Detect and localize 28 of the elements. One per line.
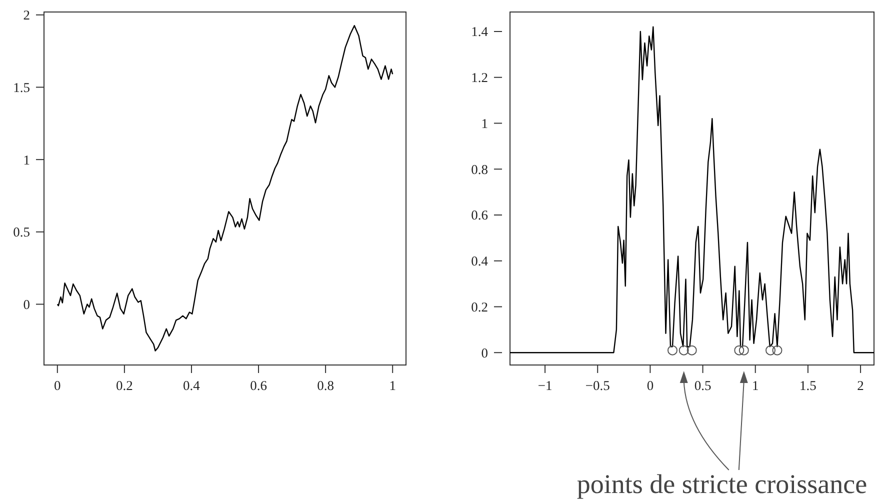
x-tick-label: 0.5 [694, 378, 712, 393]
y-tick-label: 0.2 [471, 299, 488, 314]
line-series [56, 25, 394, 352]
y-tick-label: 0.6 [471, 208, 488, 223]
x-tick-label: 0.6 [250, 378, 268, 393]
x-tick-label: 0 [646, 378, 654, 393]
x-tick-label: 2 [857, 378, 864, 393]
y-tick-label: 1.4 [471, 24, 488, 40]
y-tick-label: 1.5 [13, 80, 30, 95]
x-tick-label: 0.8 [317, 378, 334, 393]
y-tick-label: 1.2 [471, 70, 488, 86]
x-tick-label: −1 [538, 378, 552, 393]
x-tick-label: −0.5 [585, 378, 610, 393]
x-tick-label: 1 [389, 378, 396, 393]
x-tick-label: 1.5 [800, 378, 817, 393]
x-tick-label: 0.2 [116, 378, 133, 393]
x-tick-label: 0.4 [183, 378, 200, 393]
text: points de stricte croissance [576, 469, 868, 499]
y-tick-label: 0.5 [13, 224, 30, 240]
x-tick-label: 1 [752, 378, 759, 393]
y-tick-label: 0.4 [471, 254, 488, 269]
y-tick-label: 1 [481, 116, 488, 131]
y-tick-label: 1 [23, 152, 30, 168]
y-tick-label: 2 [23, 8, 30, 23]
y-tick-label: 0.8 [471, 162, 488, 177]
x-tick-label: 0 [54, 378, 62, 393]
y-tick-label: 0 [23, 296, 30, 312]
y-tick-label: 0 [481, 345, 488, 360]
